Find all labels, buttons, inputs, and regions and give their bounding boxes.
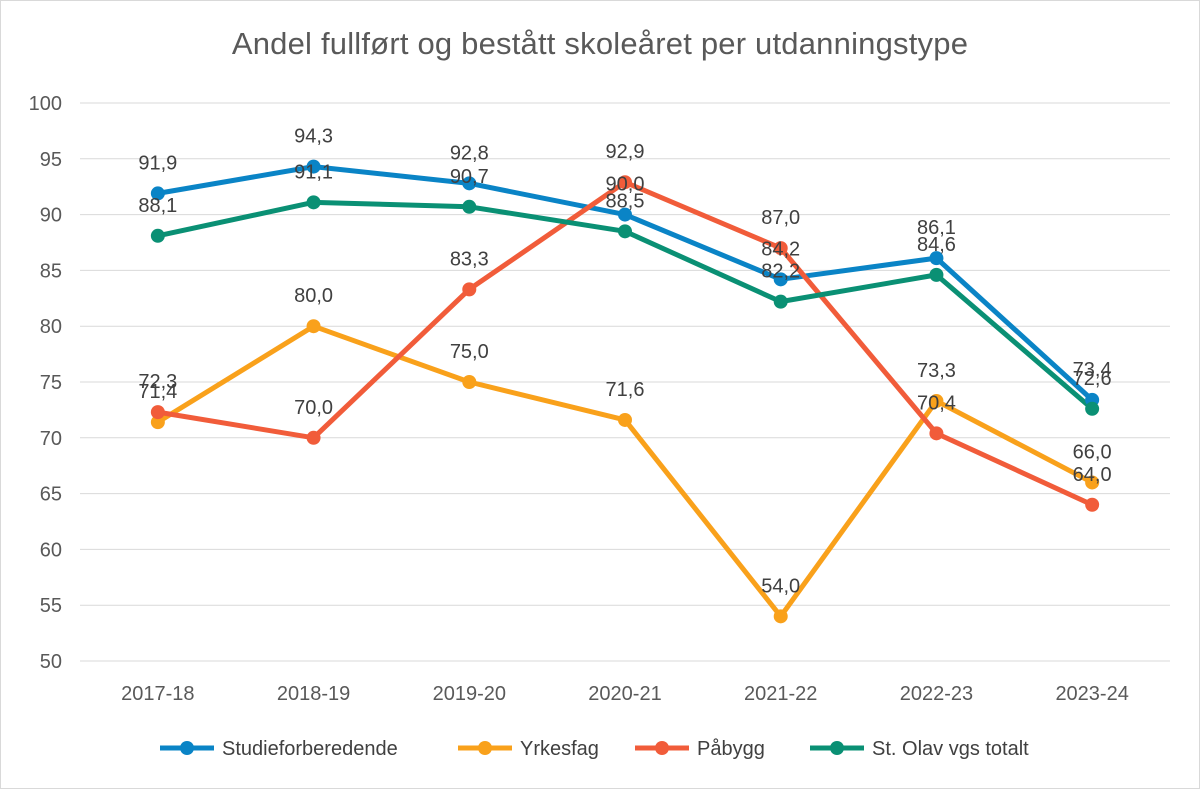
data-label: 84,6 [917, 234, 956, 256]
data-point [306, 159, 321, 174]
data-point [618, 175, 632, 190]
data-labels: 91,9 94,3 92,8 90,0 84,2 86,1 73,4 71,4 80,0 75,0… [138, 126, 1111, 598]
legend-item: Påbygg [635, 738, 765, 760]
data-point [773, 609, 788, 624]
data-point [462, 375, 477, 389]
data-point [150, 228, 165, 243]
y-tick-label: 80 [40, 316, 62, 338]
data-label: 90,7 [450, 166, 489, 188]
data-label: 71,6 [606, 379, 645, 401]
data-label: 87,0 [761, 207, 800, 229]
data-label: 72,3 [138, 371, 177, 393]
data-point [1085, 497, 1100, 512]
x-tick-label: 2022-23 [900, 683, 973, 705]
legend-marker [180, 741, 194, 755]
data-point [150, 405, 165, 420]
legend-marker [830, 741, 844, 755]
y-tick-label: 50 [40, 651, 62, 673]
data-label: 83,3 [450, 248, 489, 270]
data-point [462, 199, 477, 214]
data-label: 92,9 [606, 141, 645, 163]
chart-title: Andel fullført og bestått skoleåret per … [231, 26, 969, 61]
data-label: 72,6 [1073, 368, 1112, 390]
data-point [306, 195, 321, 210]
data-point [773, 241, 788, 256]
data-label: 64,0 [1073, 464, 1112, 486]
legend-label: St. Olav vgs totalt [872, 738, 1029, 760]
data-point [150, 186, 165, 201]
data-label: 75,0 [450, 341, 489, 363]
data-point [929, 251, 944, 266]
data-point [306, 430, 321, 445]
data-label: 73,3 [917, 360, 956, 382]
data-point [1085, 401, 1100, 416]
x-tick-label: 2017-18 [121, 683, 194, 705]
x-tick-label: 2018-19 [277, 683, 350, 705]
data-label: 82,2 [761, 261, 800, 283]
x-tick-label: 2021-22 [744, 683, 817, 705]
data-label: 73,4 [1073, 359, 1112, 381]
data-point [1085, 475, 1100, 490]
data-point [618, 207, 632, 222]
legend-item: Studieforberedende [160, 738, 398, 760]
y-tick-label: 95 [40, 149, 62, 171]
data-label: 91,1 [294, 161, 333, 183]
y-tick-label: 55 [40, 595, 62, 617]
legend-marker [478, 741, 492, 755]
gridlines [80, 102, 1170, 662]
data-label: 54,0 [761, 575, 800, 597]
legend-label: Påbygg [697, 738, 765, 760]
series-points [150, 159, 1100, 624]
data-label: 91,9 [138, 152, 177, 174]
legend-item: Yrkesfag [458, 738, 599, 760]
x-axis: 2017-18 2018-19 2019-20 2020-21 2021-22 2022-… [121, 683, 1129, 705]
x-tick-label: 2019-20 [433, 683, 506, 705]
y-tick-label: 85 [40, 260, 62, 282]
y-tick-label: 90 [40, 205, 62, 227]
y-tick-label: 60 [40, 539, 62, 561]
data-label: 86,1 [917, 217, 956, 239]
data-label: 90,0 [606, 174, 645, 196]
data-point [618, 224, 632, 239]
legend-label: Studieforberedende [222, 738, 398, 760]
data-label: 88,5 [606, 190, 645, 212]
data-label: 80,0 [294, 285, 333, 307]
legend-item: St. Olav vgs totalt [810, 738, 1029, 760]
y-tick-label: 100 [29, 93, 62, 115]
data-point [929, 393, 944, 408]
y-tick-label: 65 [40, 484, 62, 506]
data-point [462, 176, 477, 191]
x-tick-label: 2023-24 [1055, 683, 1128, 705]
data-label: 84,2 [761, 238, 800, 260]
data-point [462, 282, 477, 297]
legend-label: Yrkesfag [520, 738, 599, 760]
legend-marker [655, 741, 669, 755]
data-label: 70,0 [294, 397, 333, 419]
x-tick-label: 2020-21 [588, 683, 661, 705]
data-point [150, 415, 165, 430]
data-label: 92,8 [450, 142, 489, 164]
data-point [929, 267, 944, 282]
y-axis: 50 55 60 65 70 75 80 85 90 95 100 [29, 93, 62, 673]
data-label: 66,0 [1073, 441, 1112, 463]
y-tick-label: 70 [40, 428, 62, 450]
data-point [773, 272, 788, 287]
data-label: 88,1 [138, 195, 177, 217]
data-point [306, 319, 321, 334]
data-point [929, 426, 944, 441]
data-label: 71,4 [138, 381, 177, 403]
y-tick-label: 75 [40, 372, 62, 394]
data-label: 70,4 [917, 392, 956, 414]
data-point [618, 412, 632, 427]
data-point [773, 294, 788, 309]
data-label: 94,3 [294, 126, 333, 148]
legend: Studieforberedende Yrkesfag Påbygg St. Olav… [160, 738, 1029, 760]
